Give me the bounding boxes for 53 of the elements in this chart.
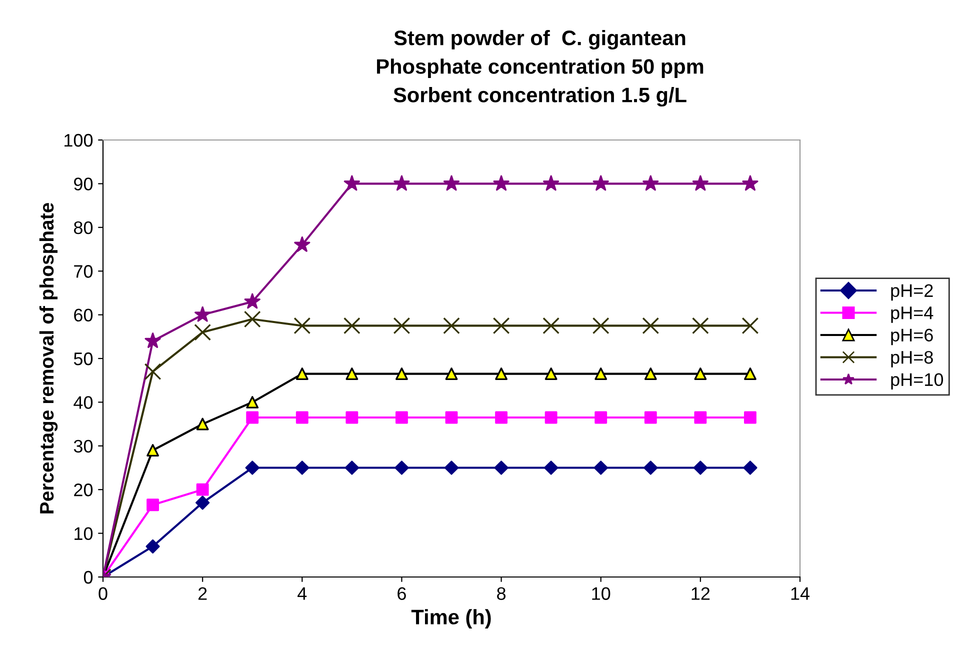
point: [393, 317, 410, 334]
y-axis-title: Percentage removal of phosphate: [39, 203, 58, 514]
point: [246, 396, 259, 408]
point: [694, 368, 707, 380]
y-tick-label: 30: [74, 440, 93, 453]
point: [744, 368, 756, 380]
legend-label: pH=4: [891, 306, 934, 323]
y-tick-label: 10: [74, 527, 93, 540]
x-tick-label: 14: [791, 587, 810, 600]
legend-label: pH=10: [891, 373, 944, 390]
y-tick-label: 0: [84, 570, 93, 584]
y-tick-label: 40: [74, 396, 93, 409]
y-tick-label: 70: [74, 265, 93, 278]
point: [343, 317, 360, 334]
point: [294, 317, 311, 334]
point: [146, 444, 159, 456]
x-tick-label: 8: [497, 587, 506, 600]
point: [692, 317, 709, 334]
y-tick-label: 20: [74, 484, 93, 496]
point: [396, 368, 408, 380]
y-tick-label: 90: [74, 178, 93, 190]
chart-title: Stem powder of C. gigantean Phosphate concentration 50 ppm Sorbent concentration 1.5 g/L: [377, 30, 704, 107]
point: [542, 317, 560, 334]
y-tick-label: 50: [74, 352, 93, 366]
x-tick-label: 6: [398, 587, 406, 600]
y-tick-label: 100: [64, 134, 93, 147]
point: [244, 310, 261, 328]
y-tick-label: 80: [74, 221, 93, 234]
x-tick-label: 10: [592, 587, 610, 600]
point: [296, 368, 308, 380]
x-axis-title: Time (h): [411, 609, 491, 629]
legend-label: pH=2: [891, 284, 933, 301]
point: [495, 368, 508, 380]
legend-label: pH=8: [891, 350, 933, 368]
x-tick-label: 2: [198, 587, 207, 600]
point: [594, 368, 608, 380]
point: [194, 324, 212, 341]
point: [642, 317, 660, 334]
point: [443, 317, 460, 334]
point: [492, 317, 510, 334]
point: [544, 368, 558, 380]
point: [644, 368, 657, 380]
point: [346, 368, 358, 380]
x-tick-label: 0: [98, 587, 108, 600]
point: [742, 317, 759, 334]
x-tick-label: 12: [692, 587, 710, 600]
point: [144, 363, 162, 380]
point: [196, 418, 209, 430]
point: [592, 317, 610, 334]
legend-label: pH=6: [891, 328, 933, 346]
x-tick-label: 4: [298, 587, 307, 600]
y-tick-label: 60: [74, 308, 93, 322]
point: [445, 368, 458, 380]
